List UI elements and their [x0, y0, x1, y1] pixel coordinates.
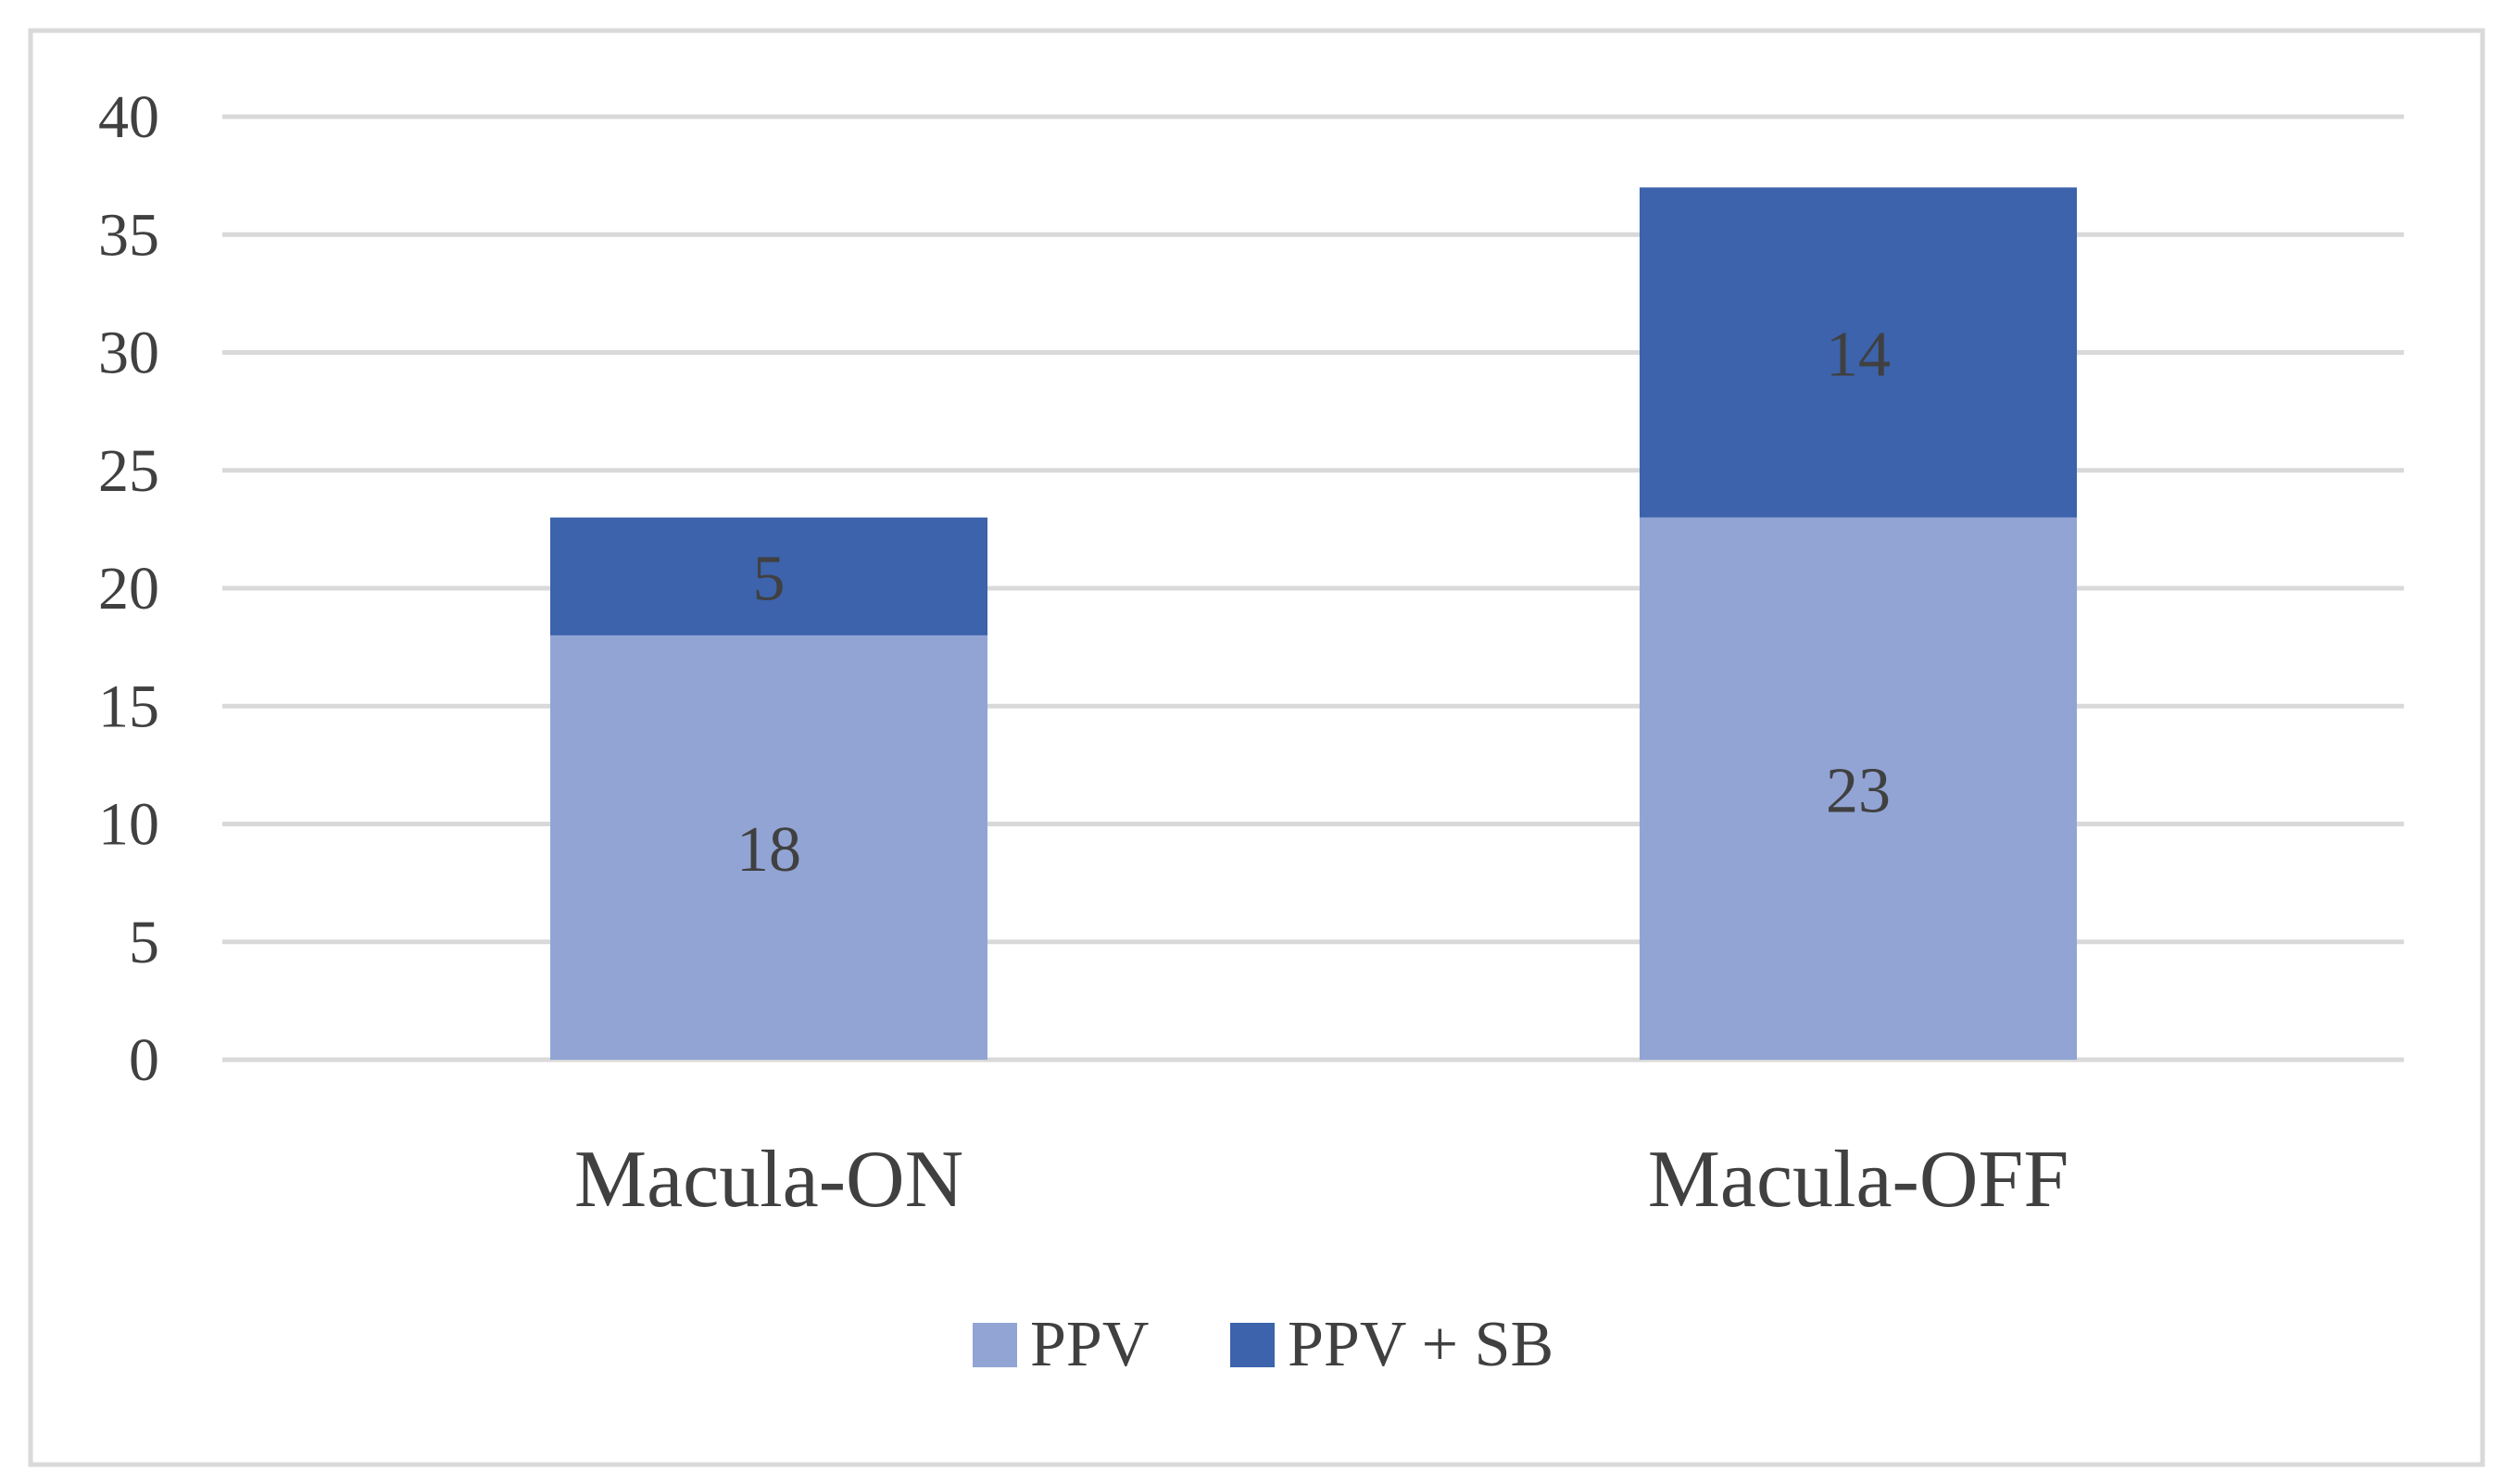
bar-segment: [1640, 517, 2077, 1060]
y-tick-label: 20: [98, 555, 159, 623]
category-labels: Macula-ON Macula-OFF: [574, 1135, 2069, 1225]
y-tick-label: 30: [98, 320, 159, 387]
data-labels: 18 5 23 14: [736, 320, 1891, 886]
data-label: 14: [1826, 320, 1891, 391]
y-tick-label: 10: [98, 791, 159, 859]
bars: [550, 187, 2077, 1060]
y-tick-label: 35: [98, 201, 159, 269]
legend-label: PPV + SB: [1288, 1309, 1553, 1380]
legend-label: PPV: [1030, 1309, 1149, 1380]
data-label: 18: [736, 814, 801, 886]
data-label: 5: [753, 543, 786, 614]
legend-swatch: [1230, 1323, 1275, 1367]
bar-segment: [1640, 187, 2077, 518]
legend: PPV PPV + SB: [973, 1309, 1553, 1380]
bar-segment: [550, 517, 987, 635]
chart-frame: [28, 28, 2485, 1467]
y-tick-label: 25: [98, 437, 159, 505]
y-axis-tick-labels: 0 5 10 15 20 25 30 35 40: [98, 83, 159, 1094]
legend-swatch: [973, 1323, 1017, 1367]
y-tick-label: 15: [98, 673, 159, 740]
category-label: Macula-OFF: [1648, 1135, 2069, 1225]
category-label: Macula-ON: [574, 1135, 963, 1225]
y-tick-label: 5: [129, 909, 159, 976]
data-label: 23: [1826, 755, 1891, 826]
y-tick-label: 40: [98, 83, 159, 151]
y-tick-label: 0: [129, 1026, 159, 1094]
bar-segment: [550, 635, 987, 1060]
